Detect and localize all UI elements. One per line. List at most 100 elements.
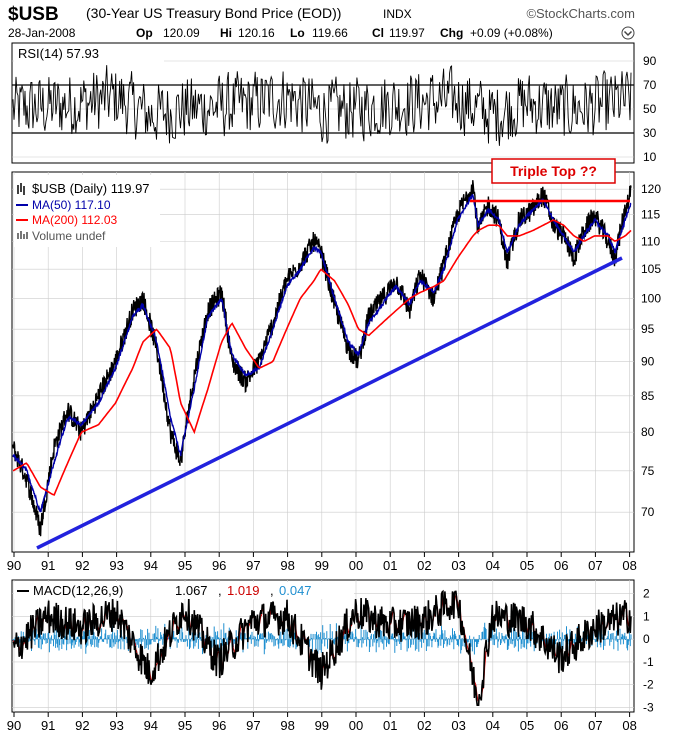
rsi-legend-bg	[14, 45, 164, 62]
price-y-tick-label: 70	[641, 505, 655, 519]
macd-y-tick-label: 2	[643, 587, 650, 601]
macd-line	[12, 589, 632, 706]
macd-x-tick-label: 92	[75, 718, 89, 733]
rsi-y-tick-label: 50	[643, 102, 657, 116]
price-x-tick-label: 97	[246, 558, 260, 573]
price-x-tick-label: 06	[554, 558, 568, 573]
price-x-axis: 90 91 92 93 94 95 96 97 98 99 00 01 02 03 04 05 06 07 08	[7, 552, 637, 573]
price-legend-ma200: MA(200) 112.03	[32, 213, 117, 227]
price-y-tick-label: 110	[641, 234, 660, 248]
macd-x-tick-label: 90	[7, 718, 21, 733]
macd-panel: MACD(12,26,9) 1.067 , 1.019 , 0.047 2 1 0 -…	[7, 579, 654, 733]
rsi-y-tick-label: 30	[643, 126, 657, 140]
price-y-tick-label: 90	[641, 355, 655, 369]
price-x-tick-label: 01	[383, 558, 397, 573]
triple-top-annotation: Triple Top ??	[510, 163, 597, 179]
price-y-tick-label: 100	[641, 291, 661, 305]
macd-legend-sep2: ,	[270, 583, 274, 598]
macd-legend-bg	[14, 582, 354, 599]
price-y-tick-label: 75	[641, 464, 655, 478]
close-value: 119.97	[389, 26, 425, 40]
high-value: 120.16	[238, 26, 275, 40]
open-label: Op	[136, 26, 153, 40]
price-legend: $USB (Daily) 119.97 MA(50) 117.10 MA(200…	[14, 175, 160, 247]
price-legend-symbol: $USB (Daily) 119.97	[32, 181, 150, 196]
price-x-tick-label: 90	[7, 558, 21, 573]
macd-x-tick-label: 96	[212, 718, 226, 733]
price-x-tick-label: 07	[588, 558, 602, 573]
price-legend-volume: Volume undef	[32, 229, 106, 243]
exchange-label: INDX	[383, 7, 412, 21]
macd-legend-hist: 0.047	[279, 583, 312, 598]
macd-x-tick-label: 02	[417, 718, 431, 733]
price-x-tick-label: 96	[212, 558, 226, 573]
rsi-y-tick-label: 10	[643, 150, 657, 164]
price-y-tick-label: 120	[641, 182, 661, 196]
macd-y-tick-label: -1	[643, 655, 654, 669]
price-x-tick-label: 08	[622, 558, 636, 573]
macd-y-tick-label: -3	[643, 700, 654, 714]
price-legend-bg	[14, 175, 160, 247]
price-x-tick-label: 93	[109, 558, 123, 573]
price-y-axis: 120 115 110 105 100 95 90 85 80 75 70	[641, 182, 661, 519]
macd-x-tick-label: 08	[622, 718, 636, 733]
price-x-tick-label: 04	[486, 558, 500, 573]
macd-y-axis: 2 1 0 -1 -2 -3	[643, 587, 654, 715]
macd-x-tick-label: 03	[451, 718, 465, 733]
triple-top-annotation-box	[491, 158, 616, 184]
price-y-tick-label: 95	[641, 322, 655, 336]
symbol-description: (30-Year US Treasury Bond Price (EOD))	[86, 5, 341, 21]
rsi-line	[12, 65, 632, 146]
price-x-tick-label: 94	[144, 558, 158, 573]
rsi-panel: RSI(14) 57.93 90 70 50 30 10	[11, 42, 657, 164]
stockcharts-watermark: ©StockCharts.com	[526, 6, 635, 21]
rsi-y-axis: 90 70 50 30 10	[643, 54, 657, 164]
price-x-tick-label: 92	[75, 558, 89, 573]
support-trendline	[36, 256, 623, 550]
price-x-tick-label: 98	[280, 558, 294, 573]
change-value: +0.09 (+0.08%)	[470, 26, 553, 40]
chevron-down-icon[interactable]	[621, 26, 635, 40]
close-label: Cl	[372, 26, 384, 40]
rsi-y-tick-label: 70	[643, 78, 657, 92]
macd-x-tick-label: 07	[588, 718, 602, 733]
open-value: 120.09	[163, 26, 200, 40]
symbol-title: $USB	[8, 4, 59, 25]
macd-legend-prefix: MACD(12,26,9)	[33, 583, 123, 598]
macd-x-tick-label: 04	[486, 718, 500, 733]
ma50-line	[12, 193, 632, 513]
change-label: Chg	[440, 26, 463, 40]
price-x-tick-label: 91	[41, 558, 55, 573]
chart-header: $USB (30-Year US Treasury Bond Price (EO…	[8, 4, 635, 40]
price-x-tick-label: 05	[520, 558, 534, 573]
rsi-y-tick-label: 90	[643, 54, 657, 68]
volume-bars-icon	[17, 231, 28, 239]
price-y-tick-label: 105	[641, 262, 661, 276]
price-y-tick-label: 85	[641, 389, 655, 403]
macd-x-tick-label: 98	[280, 718, 294, 733]
price-y-tick-label: 115	[641, 208, 660, 222]
macd-y-tick-label: 1	[643, 609, 650, 623]
macd-legend-sep1: ,	[218, 583, 222, 598]
macd-x-tick-label: 97	[246, 718, 260, 733]
macd-x-axis: 90 91 92 93 94 95 96 97 98 99 00 01 02 03 04 05 06 07 08	[7, 712, 637, 733]
macd-x-tick-label: 06	[554, 718, 568, 733]
price-x-tick-label: 95	[178, 558, 192, 573]
price-y-tick-label: 80	[641, 425, 655, 439]
macd-x-tick-label: 94	[144, 718, 158, 733]
macd-x-tick-label: 05	[520, 718, 534, 733]
macd-y-tick-label: -2	[643, 678, 654, 692]
low-value: 119.66	[312, 26, 348, 40]
high-label: Hi	[220, 26, 232, 40]
price-x-tick-label: 99	[315, 558, 329, 573]
price-panel: Triple Top ?? $USB (Daily) 119.97 MA(50)…	[7, 158, 661, 573]
macd-x-tick-label: 93	[109, 718, 123, 733]
rsi-legend: RSI(14) 57.93	[18, 46, 99, 61]
ohlc-bars-icon	[17, 183, 25, 195]
price-legend-ma50: MA(50) 117.10	[32, 198, 111, 212]
price-x-tick-label: 02	[417, 558, 431, 573]
price-x-tick-label: 03	[451, 558, 465, 573]
macd-x-tick-label: 95	[178, 718, 192, 733]
